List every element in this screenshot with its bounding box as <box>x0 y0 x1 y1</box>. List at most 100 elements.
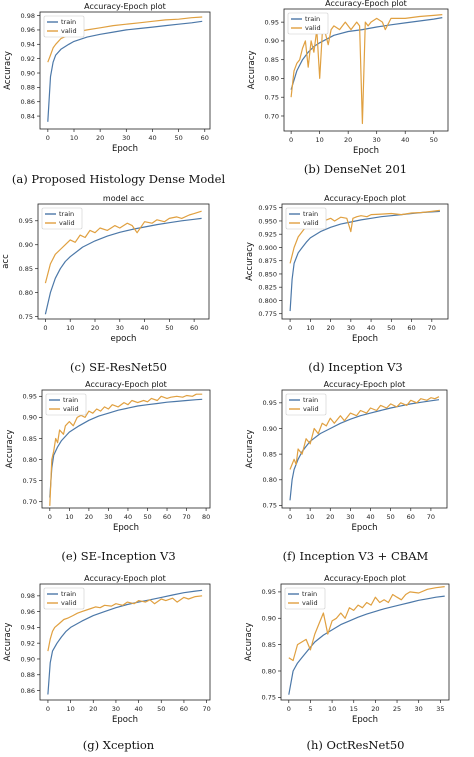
x-tick-label: 40 <box>140 324 148 332</box>
x-tick-label: 10 <box>66 705 74 713</box>
y-tick-label: 0.975 <box>258 204 277 212</box>
legend-label-train: train <box>305 15 320 23</box>
x-tick-label: 0 <box>289 136 293 144</box>
y-tick-label: 0.80 <box>262 667 276 675</box>
legend-box <box>43 587 85 610</box>
x-tick-label: 70 <box>427 513 435 521</box>
y-tick-label: 0.875 <box>258 257 277 265</box>
y-tick-label: 0.75 <box>23 477 37 485</box>
chart-f: Accuracy-Epoch plot 0 10 20 30 40 50 60 70 0.75 0.… <box>245 380 448 533</box>
y-tick-label: 0.90 <box>19 241 33 249</box>
series-line-valid <box>288 586 445 662</box>
x-tick-label: 15 <box>350 705 358 713</box>
chart-title: Accuracy-Epoch plot <box>324 194 406 203</box>
y-axis-label: Accuracy <box>3 623 13 662</box>
y-tick-label: 0.90 <box>21 655 35 663</box>
y-axis-label: acc <box>1 254 11 269</box>
y-tick-label: 0.90 <box>262 615 276 623</box>
chart-a: Accuracy-Epoch plot 0 10 20 30 40 50 60 0.84 0.86… <box>3 2 211 154</box>
y-tick-label: 0.95 <box>23 393 37 401</box>
y-tick-label: 0.90 <box>21 69 35 77</box>
x-tick-label: 0 <box>46 705 50 713</box>
legend-label-valid: valid <box>61 27 77 35</box>
x-tick-label: 25 <box>393 705 401 713</box>
chart-panel-h: Accuracy-Epoch plot 0 5 10 15 20 25 30 35 0.75 0.8… <box>237 568 474 736</box>
y-tick-label: 0.80 <box>263 476 277 484</box>
x-tick-label: 30 <box>415 705 423 713</box>
x-tick-label: 10 <box>306 513 314 521</box>
x-tick-label: 60 <box>407 513 415 521</box>
x-tick-label: 20 <box>96 134 104 142</box>
y-tick-label: 0.85 <box>263 450 277 458</box>
chart-title: Accuracy-Epoch plot <box>324 574 406 583</box>
chart-title: Accuracy-Epoch plot <box>84 574 166 583</box>
series-line-train <box>47 20 203 122</box>
caption-e: (e) SE-Inception V3 <box>61 549 176 563</box>
y-axis-label: Accuracy <box>244 623 254 662</box>
caption-c: (c) SE-ResNet50 <box>70 360 167 374</box>
y-tick-label: 0.85 <box>19 265 33 273</box>
chart-c: model acc 0 10 20 30 40 50 60 0.75 0.80 0.85 0.90 0.… <box>1 194 210 344</box>
chart-h: Accuracy-Epoch plot 0 5 10 15 20 25 30 35 0.75 0.8… <box>244 574 450 725</box>
chart-b: Accuracy-Epoch plot 0 10 20 30 40 50 0.70 0.75 0.… <box>247 0 449 156</box>
y-tick-label: 0.850 <box>258 270 277 278</box>
series-line-train <box>49 398 203 498</box>
y-tick-label: 0.70 <box>23 498 37 506</box>
x-tick-label: 40 <box>401 136 409 144</box>
chart-title: Accuracy-Epoch plot <box>84 2 166 11</box>
chart-panel-e: Accuracy-Epoch plot 0 10 20 30 40 50 60 70 80 0.70… <box>0 378 237 540</box>
chart-panel-c: model acc 0 10 20 30 40 50 60 0.75 0.80 0.85 0.90 0.… <box>0 192 237 354</box>
x-tick-label: 20 <box>85 513 93 521</box>
y-tick-label: 0.775 <box>258 310 277 318</box>
y-tick-label: 0.95 <box>19 217 33 225</box>
x-tick-label: 50 <box>174 134 182 142</box>
x-axis-label: Epoch <box>113 523 139 533</box>
chart-panel-b: Accuracy-Epoch plot 0 10 20 30 40 50 0.70 0.75 0.… <box>237 0 474 168</box>
chart-panel-f: Accuracy-Epoch plot 0 10 20 30 40 50 60 70 0.75 0.… <box>237 378 474 540</box>
x-tick-label: 20 <box>89 705 97 713</box>
x-tick-label: 50 <box>387 324 395 332</box>
y-tick-label: 0.86 <box>21 98 35 106</box>
y-tick-label: 0.925 <box>258 231 277 239</box>
y-tick-label: 0.70 <box>265 112 279 120</box>
x-tick-label: 0 <box>43 324 47 332</box>
series-line-train <box>288 595 445 695</box>
chart-panel-a: Accuracy-Epoch plot 0 10 20 30 40 50 60 0.84 0.86… <box>0 0 237 168</box>
legend-label-train: train <box>61 18 76 26</box>
series-line-train <box>44 217 202 315</box>
y-axis-label: Accuracy <box>247 51 257 90</box>
y-axis-label: Accuracy <box>245 430 255 469</box>
x-tick-label: 40 <box>367 324 375 332</box>
y-tick-label: 0.94 <box>21 41 35 49</box>
legend-box <box>285 393 327 416</box>
y-tick-label: 0.94 <box>21 624 35 632</box>
y-tick-label: 0.98 <box>21 12 35 20</box>
x-tick-label: 40 <box>366 513 374 521</box>
legend-label-valid: valid <box>61 599 77 607</box>
y-axis-label: Accuracy <box>3 51 13 90</box>
x-tick-label: 30 <box>346 513 354 521</box>
series-line-valid <box>44 210 202 284</box>
x-tick-label: 30 <box>373 136 381 144</box>
y-tick-label: 0.95 <box>265 18 279 26</box>
legend-label-train: train <box>302 590 317 598</box>
y-tick-label: 0.75 <box>19 313 33 321</box>
x-tick-label: 60 <box>407 324 415 332</box>
legend-label-train: train <box>59 210 74 218</box>
y-tick-label: 0.80 <box>19 289 33 297</box>
x-tick-label: 0 <box>288 324 292 332</box>
x-tick-label: 30 <box>122 134 130 142</box>
chart-g: Accuracy-Epoch plot 0 10 20 30 40 50 60 70 0.86 0.… <box>3 574 211 725</box>
caption-d: (d) Inception V3 <box>308 360 403 374</box>
y-tick-label: 0.88 <box>21 671 35 679</box>
x-tick-label: 40 <box>134 705 142 713</box>
x-tick-label: 80 <box>202 513 210 521</box>
caption-a: (a) Proposed Histology Dense Model <box>11 172 226 186</box>
x-tick-label: 50 <box>165 324 173 332</box>
y-tick-label: 0.98 <box>21 592 35 600</box>
series-line-valid <box>49 393 203 506</box>
y-tick-label: 0.86 <box>21 687 35 695</box>
x-axis-label: Epoch <box>112 715 138 725</box>
y-tick-label: 0.80 <box>265 75 279 83</box>
caption-f: (f) Inception V3 + CBAM <box>282 549 429 563</box>
